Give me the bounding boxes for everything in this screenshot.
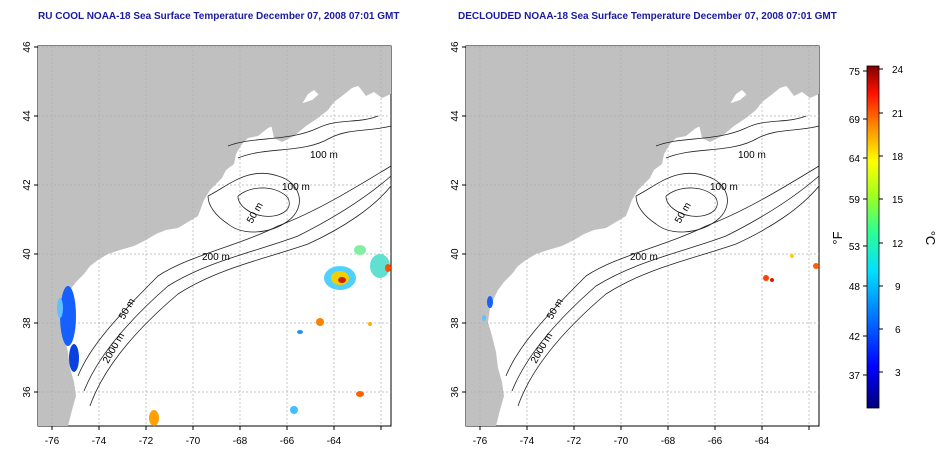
- lon-tick-right: -68: [661, 436, 676, 447]
- colorbar-c-label: 6: [895, 325, 901, 336]
- map-title-left: RU COOL NOAA-18 Sea Surface Temperature …: [38, 11, 400, 22]
- bathymetry-contours-right: [505, 115, 820, 407]
- lat-tick-right: 44: [450, 110, 461, 122]
- lon-tick-left: -68: [233, 436, 248, 447]
- colorbar-f-tickmarks: [863, 70, 867, 376]
- contour-label-200m-left: 200 m: [202, 252, 230, 263]
- sst-patches-right: [482, 254, 819, 321]
- colorbar-c-label: 3: [895, 368, 901, 379]
- lat-tick-left: 40: [22, 248, 33, 260]
- lat-tick-right: 42: [450, 179, 461, 191]
- lat-tick-left: 46: [22, 41, 33, 53]
- lon-tick-left: -64: [327, 436, 342, 447]
- lat-axis-right: [462, 46, 466, 393]
- colorbar-c-label: 24: [892, 65, 904, 76]
- colorbar-c-tickmarks: [879, 68, 883, 373]
- colorbar-unit-celsius: °C: [923, 231, 938, 246]
- colorbar-c-label: 15: [892, 195, 904, 206]
- sst-patches-left: [57, 245, 391, 426]
- contour-label-100m-right-b: 100 m: [710, 182, 738, 193]
- colorbar-f-label: 48: [849, 282, 861, 293]
- lon-tick-right: -74: [520, 436, 535, 447]
- colorbar-c-label: 12: [892, 239, 904, 250]
- colorbar-f-label: 75: [849, 67, 861, 78]
- colorbar: 75 69 64 59 53 48 42 37 24 21 18 15 12 9…: [830, 65, 938, 409]
- lat-tick-right: 36: [450, 386, 461, 398]
- colorbar-f-label: 42: [849, 332, 861, 343]
- lon-tick-right: -66: [708, 436, 723, 447]
- colorbar-f-label: 37: [849, 371, 861, 382]
- colorbar-c-label: 9: [895, 282, 901, 293]
- colorbar-c-label: 18: [892, 152, 904, 163]
- lat-tick-left: 38: [22, 317, 33, 329]
- lon-tick-left: -76: [45, 436, 60, 447]
- lat-tick-right: 40: [450, 248, 461, 260]
- lon-tick-left: -70: [186, 436, 201, 447]
- lon-tick-left: -74: [92, 436, 107, 447]
- lat-tick-right: 46: [450, 41, 461, 53]
- contour-label-100m-right-a: 100 m: [738, 150, 766, 161]
- bathymetry-contours-left: [77, 115, 392, 407]
- lon-tick-left: -66: [280, 436, 295, 447]
- lon-tick-left: -72: [139, 436, 154, 447]
- contour-label-100m-left-b: 100 m: [282, 182, 310, 193]
- lat-tick-right: 38: [450, 317, 461, 329]
- colorbar-f-label: 53: [849, 242, 861, 253]
- lon-tick-right: -64: [755, 436, 770, 447]
- map-panel-left: 100 m 100 m 50 m 50 m 200 m 2000 m -76 -…: [22, 41, 392, 447]
- colorbar-c-label: 21: [892, 109, 904, 120]
- colorbar-gradient: [866, 65, 880, 409]
- colorbar-f-label: 59: [849, 195, 861, 206]
- lat-tick-left: 44: [22, 110, 33, 122]
- lon-tick-right: -72: [567, 436, 582, 447]
- contour-label-200m-right: 200 m: [630, 252, 658, 263]
- colorbar-f-label: 69: [849, 115, 861, 126]
- lon-axis-right: [479, 426, 810, 430]
- lon-axis-left: [51, 426, 382, 430]
- map-title-right: DECLOUDED NOAA-18 Sea Surface Temperatur…: [458, 11, 837, 22]
- colorbar-unit-fahrenheit: °F: [830, 231, 845, 244]
- colorbar-f-label: 64: [849, 154, 861, 165]
- lon-tick-right: -76: [473, 436, 488, 447]
- lat-axis-left: [34, 46, 38, 393]
- contour-label-100m-left-a: 100 m: [310, 150, 338, 161]
- lat-tick-left: 42: [22, 179, 33, 191]
- lon-tick-right: -70: [614, 436, 629, 447]
- lat-tick-left: 36: [22, 386, 33, 398]
- map-panel-right: 100 m 100 m 50 m 50 m 200 m 2000 m -76 -…: [450, 41, 820, 447]
